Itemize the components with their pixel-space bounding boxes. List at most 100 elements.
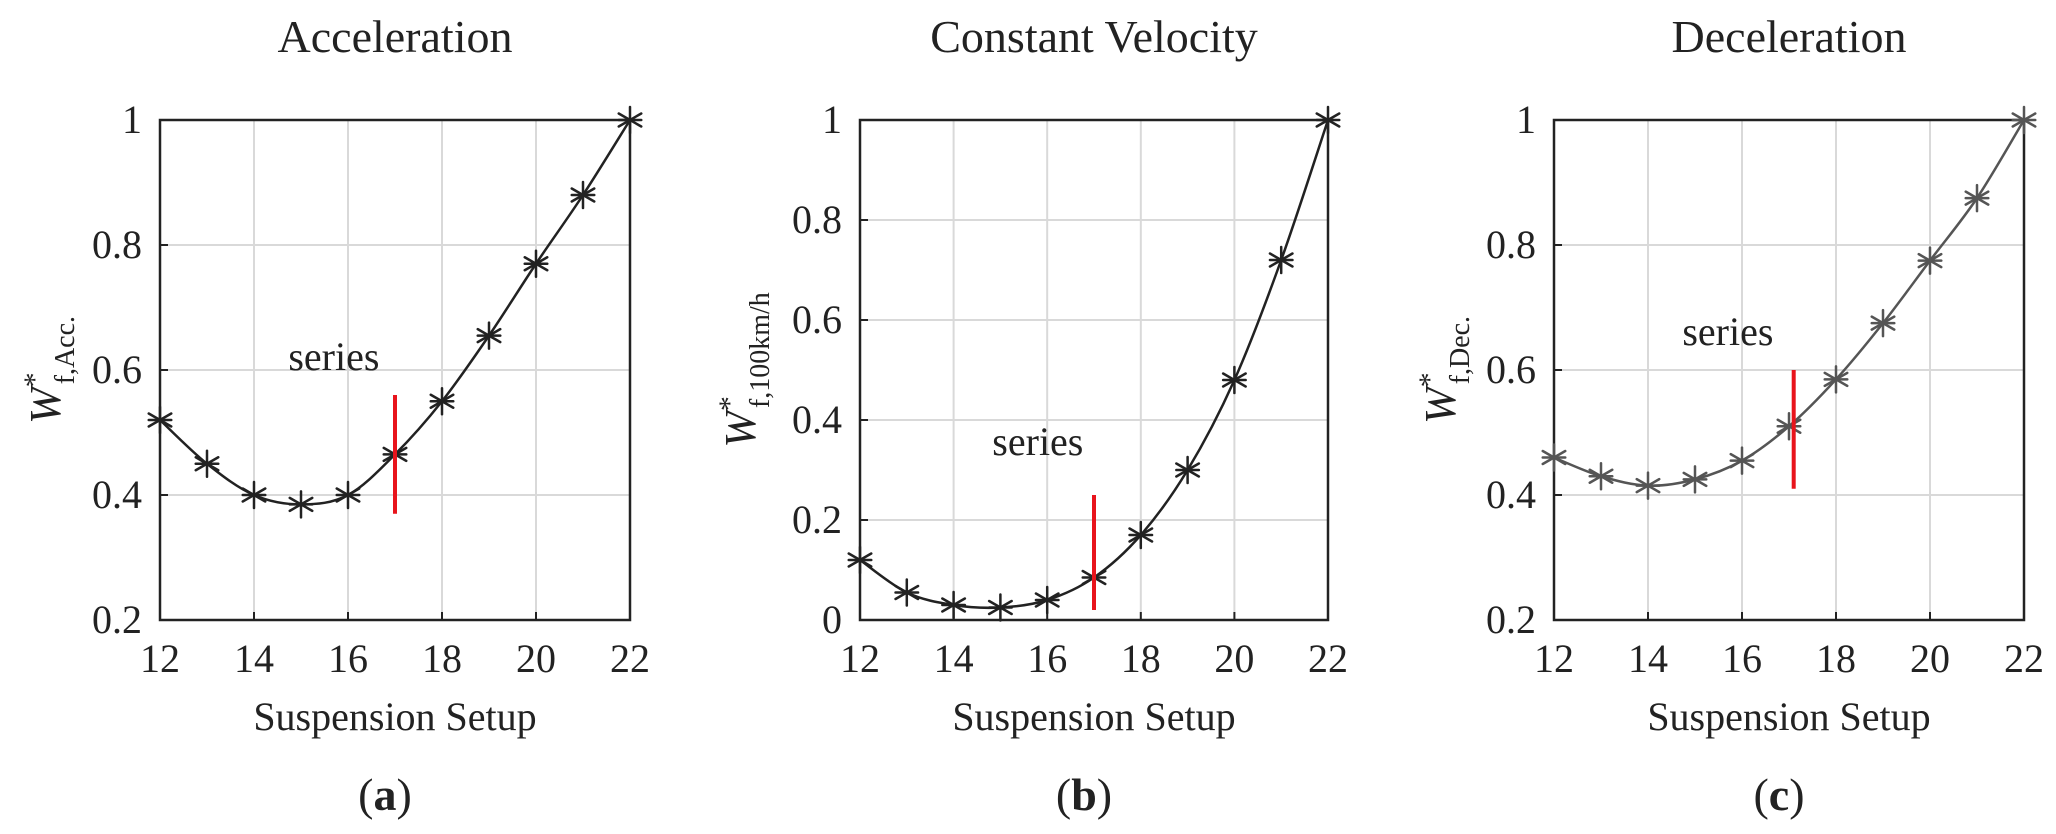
plot-frame	[858, 118, 1330, 622]
x-tick-label: 22	[1308, 636, 1348, 681]
y-tick-label: 0.2	[792, 497, 842, 542]
x-tick-label: 14	[234, 636, 274, 681]
chart-title: Constant Velocity	[930, 11, 1258, 62]
y-tick-label: 0.4	[792, 397, 842, 442]
x-tick-label: 20	[1910, 636, 1950, 681]
x-axis-label: Suspension Setup	[253, 694, 536, 739]
y-tick-label: 0.2	[92, 597, 142, 642]
data-point	[1221, 365, 1247, 395]
x-tick-label: 16	[328, 636, 368, 681]
data-point	[1823, 365, 1849, 394]
data-point	[1635, 471, 1661, 500]
x-tick-label: 18	[1816, 636, 1856, 681]
y-tick-label: 0.6	[792, 297, 842, 342]
data-point	[1034, 585, 1060, 615]
data-point	[847, 545, 873, 575]
y-label-main: W	[1416, 384, 1465, 424]
series-annotation: series	[992, 419, 1083, 464]
data-point	[476, 321, 502, 350]
y-tick-label: 1	[822, 97, 842, 142]
data-point	[1776, 412, 1802, 441]
y-tick-label: 0.6	[1486, 347, 1536, 392]
y-label-sup: *	[1413, 372, 1446, 387]
y-tick-label: 1	[122, 97, 142, 142]
grid	[1554, 120, 2024, 620]
data-point	[335, 480, 361, 510]
data-point	[1541, 443, 1567, 472]
grid	[160, 120, 630, 620]
y-label-sup: *	[713, 396, 746, 411]
y-label-sub: f,Dec.	[1445, 316, 1476, 384]
x-tick-label: 12	[840, 636, 880, 681]
data-point	[241, 480, 267, 510]
x-axis-label: Suspension Setup	[1647, 694, 1930, 739]
chart-title: Deceleration	[1672, 11, 1907, 62]
data-point	[617, 105, 643, 135]
x-tick-label: 16	[1027, 636, 1067, 681]
panel-b: 12 14 16 18 20 22 0 0.2 0.4 0.6 0.8 1 Constant Veloc…	[713, 11, 1348, 820]
y-tick-label: 0.8	[1486, 222, 1536, 267]
data-point	[894, 578, 920, 607]
panel-letter: c	[1769, 769, 1789, 820]
data-point	[1588, 462, 1614, 491]
data-point	[570, 180, 596, 210]
chart-title: Acceleration	[278, 11, 513, 62]
data-point	[1729, 446, 1755, 475]
svg-text:W*f,Dec.: W*f,Dec.	[1413, 316, 1476, 424]
panel-c: 12 14 16 18 20 22 0.2 0.4 0.6 0.8 1 Deceleration Sus…	[1413, 11, 2044, 820]
data-point	[1268, 245, 1294, 275]
y-label-main: W	[21, 384, 70, 424]
y-tick-label: 0.2	[1486, 597, 1536, 642]
x-tick-label: 22	[610, 636, 650, 681]
y-label-main: W	[716, 408, 765, 448]
data-point	[1315, 105, 1341, 135]
x-tick-label: 14	[1628, 636, 1668, 681]
data-point	[1964, 183, 1990, 213]
panel-label: (b)	[1056, 769, 1112, 820]
panel-letter: a	[374, 769, 397, 820]
x-tick-label: 18	[1121, 636, 1161, 681]
data-point	[429, 387, 455, 416]
x-tick-label: 14	[934, 636, 974, 681]
data-point	[1917, 246, 1943, 275]
data-point	[147, 405, 173, 435]
x-tick-label: 22	[2004, 636, 2044, 681]
y-label-sub: f,100km/h	[745, 292, 776, 408]
y-label-sup: *	[18, 372, 51, 387]
y-tick-label: 0.4	[92, 472, 142, 517]
data-point	[194, 449, 220, 478]
x-tick-label: 18	[422, 636, 462, 681]
x-tick-label: 12	[140, 636, 180, 681]
panel-label: (c)	[1753, 769, 1804, 820]
x-tick-label: 20	[516, 636, 556, 681]
data-point	[523, 249, 549, 278]
data-point	[1175, 455, 1201, 485]
svg-text:W*f,Acc.: W*f,Acc.	[18, 316, 81, 424]
y-axis-label: W*f,100km/h	[713, 292, 776, 448]
data-point	[2011, 105, 2037, 135]
data-point	[1682, 465, 1708, 494]
series-annotation: series	[288, 334, 379, 379]
y-label-sub: f,Acc.	[50, 316, 81, 384]
data-point	[941, 590, 967, 620]
y-tick-label: 0.4	[1486, 472, 1536, 517]
series-annotation: series	[1682, 309, 1773, 354]
x-tick-label: 12	[1534, 636, 1574, 681]
data-point	[1870, 308, 1896, 338]
y-tick-label: 0.6	[92, 347, 142, 392]
y-tick-label: 0.8	[792, 197, 842, 242]
panel-letter: b	[1071, 769, 1097, 820]
panel-label: (a)	[358, 769, 412, 820]
y-axis-label: W*f,Dec.	[1413, 316, 1476, 424]
y-tick-label: 0	[822, 597, 842, 642]
y-axis-label: W*f,Acc.	[18, 316, 81, 424]
panel-a: 12 14 16 18 20 22 0.2 0.4 0.6 0.8 1 Acceleration Sus…	[18, 11, 650, 820]
data-point	[288, 490, 314, 519]
x-axis-label: Suspension Setup	[952, 694, 1235, 739]
x-tick-label: 20	[1214, 636, 1254, 681]
data-point	[1128, 520, 1154, 550]
data-point	[987, 593, 1013, 622]
y-tick-label: 0.8	[92, 222, 142, 267]
x-tick-label: 16	[1722, 636, 1762, 681]
